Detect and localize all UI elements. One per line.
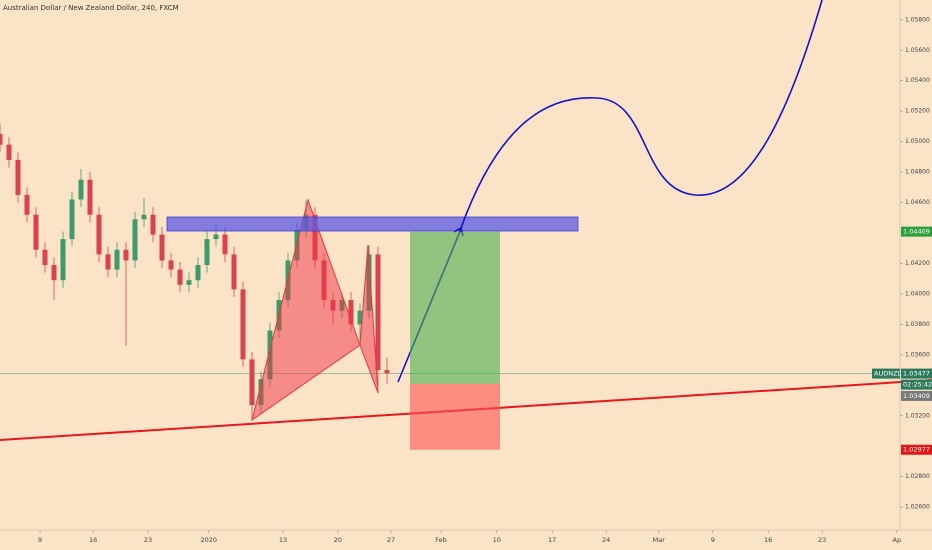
x-tick-label: 20 <box>334 536 342 544</box>
candle-body <box>69 199 75 240</box>
resistance-zone <box>166 216 579 232</box>
candle-body <box>240 289 246 360</box>
countdown-label-bg <box>901 379 932 390</box>
candle-body <box>96 214 102 255</box>
y-tick-label: 1.05600 <box>905 47 930 54</box>
stop-label: 1.02977 <box>903 446 930 454</box>
candle-body <box>195 265 201 281</box>
candle-body <box>168 260 174 270</box>
y-tick-label: 1.04600 <box>905 199 930 206</box>
candle-body <box>384 370 390 374</box>
candle-body <box>231 254 237 290</box>
y-tick-label: 1.04000 <box>905 290 930 297</box>
symbol-label: AUDNZD <box>874 370 903 378</box>
target-label: 1.04409 <box>903 228 930 236</box>
x-tick-label: 23 <box>818 536 826 544</box>
candle-body <box>348 300 354 325</box>
candle-body <box>213 234 219 240</box>
candle-body <box>51 265 57 281</box>
x-tick-label: 17 <box>548 536 556 544</box>
projection-curve <box>460 0 823 229</box>
target-label-bg <box>901 226 932 237</box>
harmonic-pattern <box>251 198 361 422</box>
x-tick-label: 9 <box>711 536 715 544</box>
x-tick-label: 16 <box>764 536 772 544</box>
entry-label: 1.03409 <box>903 392 930 400</box>
last-price-label: 1.03477 <box>903 370 930 378</box>
candle-body <box>222 234 228 255</box>
x-tick-label: Ap <box>893 536 902 544</box>
stop-label-bg <box>901 444 932 455</box>
loss-zone <box>410 383 500 450</box>
candle-body <box>132 219 138 261</box>
y-tick-label: 1.03600 <box>905 351 930 358</box>
y-tick-label: 1.05200 <box>905 108 930 115</box>
x-tick-label: Feb <box>435 536 447 544</box>
drawings <box>0 0 932 450</box>
countdown-label: 02:25:42 <box>903 381 932 389</box>
price-axis: 1.05800 1.05600 1.05400 1.05200 1.05000 1.048… <box>38 16 932 544</box>
candle-body <box>123 249 129 261</box>
last-price-label-bg <box>901 368 932 379</box>
y-tick-label: 1.02800 <box>905 473 930 480</box>
candle-body <box>15 159 21 195</box>
candle-body <box>141 214 147 220</box>
y-tick-label: 1.03200 <box>905 412 930 419</box>
y-tick-label: 1.04200 <box>905 260 930 267</box>
candle-body <box>33 214 39 250</box>
candle-body <box>357 310 363 325</box>
candle-body <box>177 269 183 285</box>
profit-zone <box>410 231 500 384</box>
y-tick-label: 1.02600 <box>905 504 930 511</box>
candle-body <box>150 214 156 235</box>
candle-body <box>87 179 93 215</box>
candle-body <box>42 249 48 265</box>
candle-body <box>375 254 381 371</box>
symbol-label-bg <box>872 368 900 379</box>
y-tick-label: 1.03800 <box>905 321 930 328</box>
x-tick-label: 24 <box>602 536 610 544</box>
candle-body <box>186 280 192 285</box>
candle-body <box>159 234 165 261</box>
y-tick-label: 1.05400 <box>905 77 930 84</box>
x-tick-label: 16 <box>89 536 97 544</box>
candle-body <box>6 144 12 160</box>
x-tick-label: 10 <box>493 536 501 544</box>
y-tick-label: 1.04800 <box>905 169 930 176</box>
candle-body <box>114 249 120 270</box>
candle-body <box>249 359 255 406</box>
y-tick-label: 1.05800 <box>905 16 930 23</box>
x-tick-label: 9 <box>38 536 42 544</box>
candle-body <box>60 239 66 281</box>
candle-body <box>204 239 210 265</box>
candle-body <box>0 134 3 145</box>
entry-label-bg <box>901 390 932 401</box>
candle-body <box>105 254 111 270</box>
x-tick-label: Mar <box>653 536 666 544</box>
x-tick-label: 27 <box>387 536 395 544</box>
candle-body <box>78 179 84 200</box>
candle-body <box>24 194 30 215</box>
y-tick-label: 1.05000 <box>905 138 930 145</box>
chart-title: Australian Dollar / New Zealand Dollar, … <box>3 4 179 12</box>
x-tick-label: 23 <box>144 536 152 544</box>
harmonic-pattern <box>359 244 379 394</box>
x-tick-label: 2020 <box>201 536 218 544</box>
x-tick-label: 13 <box>279 536 287 544</box>
